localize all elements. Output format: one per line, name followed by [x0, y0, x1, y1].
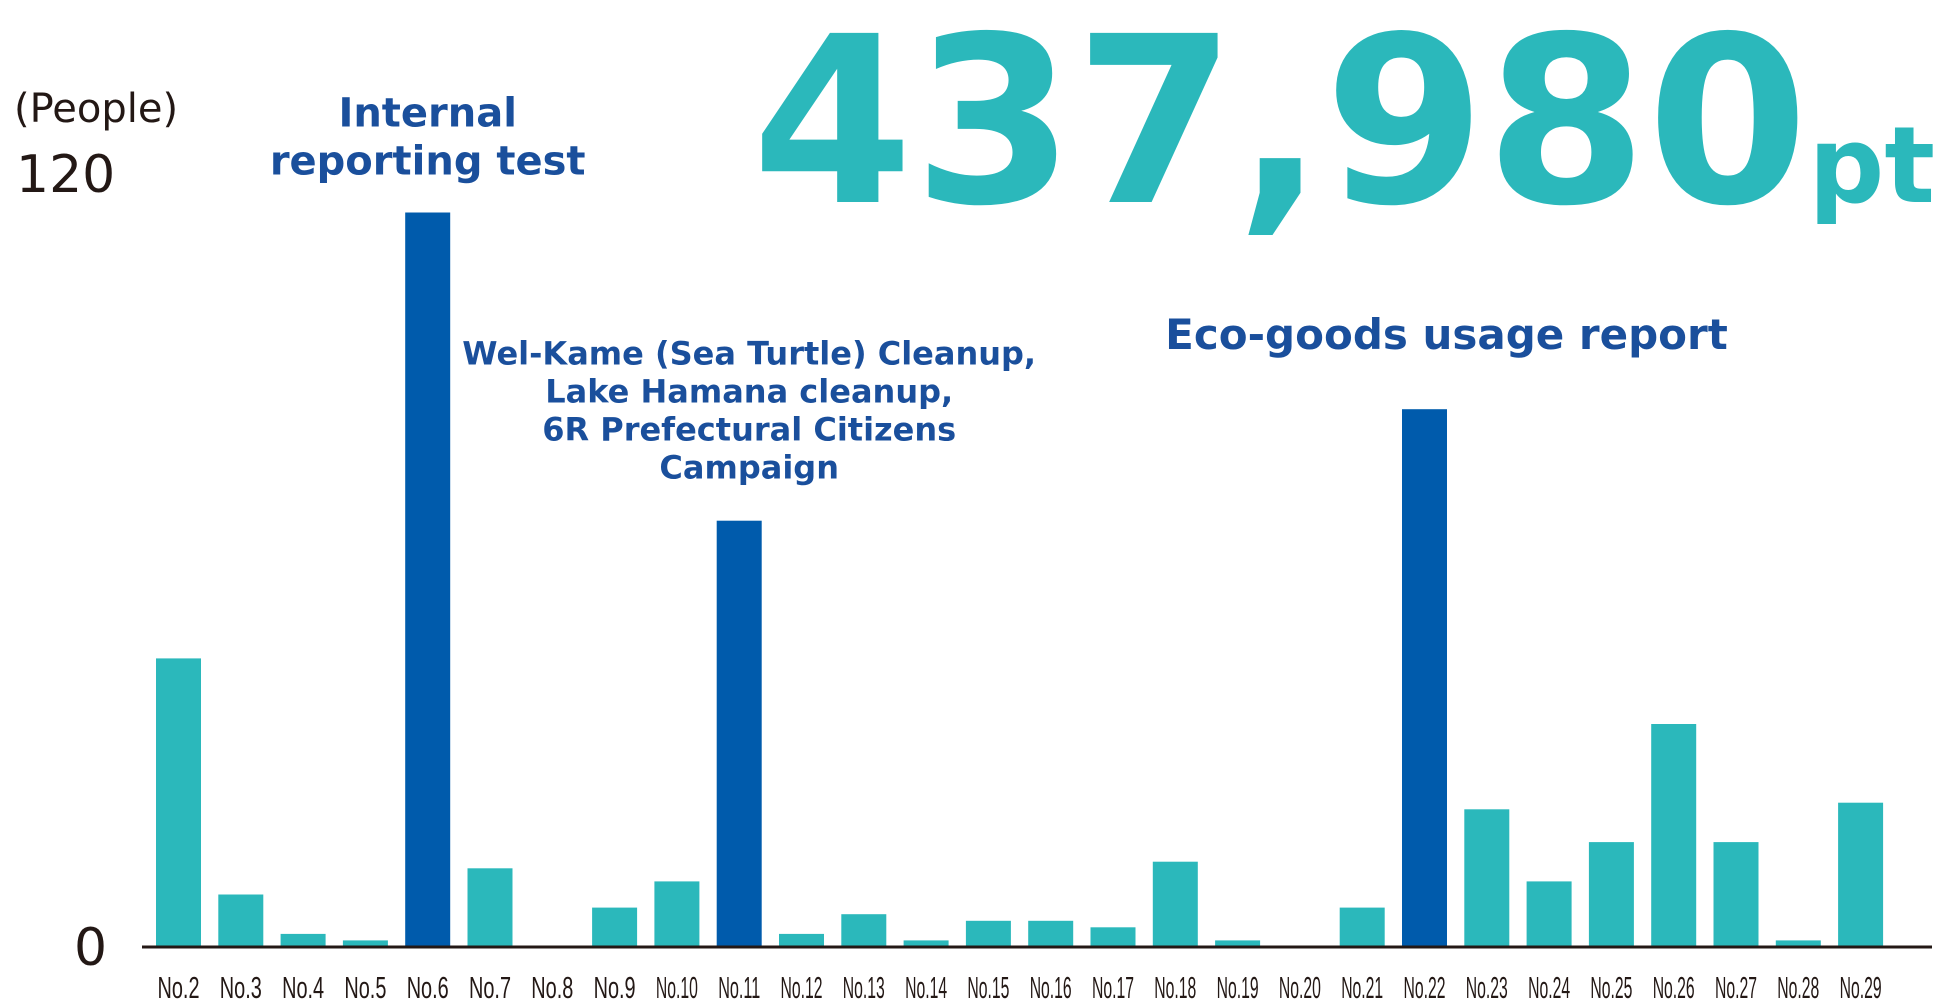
total-points-unit: pt — [1808, 104, 1935, 227]
y-tick-zero: 0 — [74, 918, 107, 978]
annotation-no11: Wel-Kame (Sea Turtle) Cleanup, Lake Haman… — [462, 335, 1036, 487]
annotation-line: Eco-goods usage report — [1165, 310, 1728, 359]
bar-no24 — [1526, 881, 1572, 947]
annotation-line: Wel-Kame (Sea Turtle) Cleanup, — [462, 335, 1036, 373]
x-tick-label: No.21 — [1341, 970, 1383, 1004]
bar-no23 — [1464, 809, 1510, 947]
x-tick-label: No.5 — [344, 970, 386, 1004]
x-tick-label: No.28 — [1777, 970, 1819, 1004]
bar-no4 — [280, 933, 326, 947]
x-tick-label: No.8 — [531, 970, 573, 1004]
x-tick-label: No.22 — [1404, 970, 1446, 1004]
bar-no12 — [779, 933, 824, 947]
bar-no26 — [1651, 724, 1697, 947]
annotation-line: reporting test — [270, 139, 586, 185]
x-tick-label: No.9 — [594, 970, 636, 1004]
x-tick-label: No.12 — [781, 970, 823, 1004]
bar-no6 — [405, 212, 451, 947]
x-tick-label: No.17 — [1092, 970, 1134, 1004]
total-points-value: 437,980 — [752, 0, 1809, 257]
x-tick-label: No.23 — [1466, 970, 1508, 1004]
bar-no13 — [841, 914, 887, 947]
x-tick-label: No.24 — [1528, 970, 1570, 1004]
bar-no28 — [1775, 940, 1821, 947]
x-tick-label: No.10 — [656, 970, 698, 1004]
x-tick-label: No.14 — [905, 970, 947, 1004]
bar-no3 — [218, 894, 264, 947]
x-tick-label: No.16 — [1030, 970, 1072, 1004]
bar-no11 — [716, 520, 762, 947]
bar-no14 — [903, 940, 949, 947]
annotation-line: Internal — [338, 91, 517, 137]
y-axis-unit-label: (People) — [14, 86, 178, 132]
annotation-line: 6R Prefectural Citizens — [542, 411, 956, 449]
bar-no21 — [1339, 907, 1385, 947]
bar-no27 — [1713, 842, 1759, 947]
x-tick-label: No.11 — [718, 970, 760, 1004]
annotation-no22: Eco-goods usage report — [1165, 310, 1728, 359]
bar-no22 — [1402, 409, 1447, 947]
bar-no25 — [1588, 842, 1634, 947]
annotation-line: Lake Hamana cleanup, — [545, 373, 953, 411]
annotation-no6: Internal reporting test — [270, 91, 586, 185]
annotation-line: Campaign — [659, 449, 839, 487]
bar-no19 — [1215, 940, 1261, 947]
bar-no15 — [965, 920, 1011, 947]
x-tick-label: No.25 — [1590, 970, 1632, 1004]
bar-no17 — [1090, 927, 1136, 947]
x-tick-label: No.2 — [158, 970, 200, 1004]
bar-no9 — [592, 907, 638, 947]
x-tick-label: No.20 — [1279, 970, 1321, 1004]
bar-no7 — [467, 868, 513, 947]
x-tick-label: No.29 — [1840, 970, 1882, 1004]
x-tick-label: No.7 — [469, 970, 511, 1004]
x-tick-label: No.3 — [220, 970, 262, 1004]
total-points: 437,980pt — [752, 0, 1935, 257]
bar-no18 — [1152, 861, 1198, 947]
x-tick-label: No.19 — [1217, 970, 1259, 1004]
x-tick-label: No.15 — [967, 970, 1009, 1004]
bars-group — [156, 212, 1884, 947]
bar-no2 — [156, 658, 201, 947]
x-tick-label: No.27 — [1715, 970, 1757, 1004]
annotations-group: Internal reporting test Wel-Kame (Sea Turt… — [270, 91, 1728, 487]
x-tick-label: No.4 — [282, 970, 324, 1004]
x-tick-label: No.18 — [1154, 970, 1196, 1004]
y-tick-max: 120 — [16, 145, 115, 205]
x-tick-label: No.6 — [407, 970, 449, 1004]
x-tick-labels: No.2 No.3 No.4 No.5 No.6 No.7 No.8 No.9 No.10 No.… — [158, 970, 1882, 1004]
bar-no16 — [1028, 920, 1074, 947]
bar-no29 — [1838, 802, 1884, 947]
bar-no5 — [342, 940, 388, 947]
x-tick-label: No.13 — [843, 970, 885, 1004]
bar-no10 — [654, 881, 700, 947]
x-tick-label: No.26 — [1653, 970, 1695, 1004]
